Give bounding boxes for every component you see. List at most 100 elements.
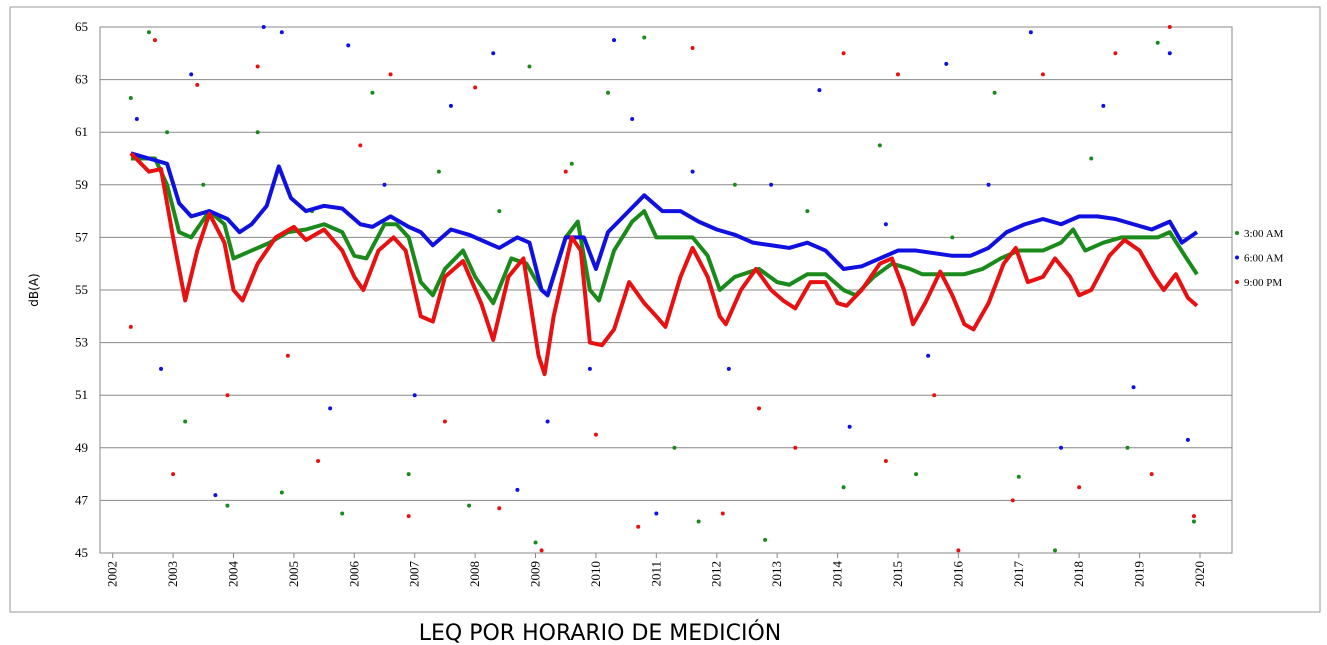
point	[436, 169, 441, 174]
legend-label: 6:00 AM	[1244, 253, 1284, 265]
point	[1167, 51, 1172, 56]
point	[1077, 485, 1082, 490]
point	[563, 169, 568, 174]
trend-line	[130, 151, 1199, 298]
point	[382, 182, 387, 187]
point	[883, 222, 888, 227]
point	[370, 90, 375, 95]
point	[877, 143, 882, 148]
point	[690, 169, 695, 174]
point	[279, 490, 284, 495]
point	[1149, 472, 1154, 477]
point	[388, 72, 393, 77]
point	[593, 432, 598, 437]
point	[497, 506, 502, 511]
point	[527, 64, 532, 69]
legend-marker	[1235, 255, 1239, 260]
point	[279, 30, 284, 35]
point	[763, 537, 768, 542]
point	[1113, 51, 1118, 56]
x-tick-label: 2009	[528, 561, 543, 587]
plot-frame	[99, 26, 1233, 554]
legend-marker	[1235, 280, 1239, 284]
point	[134, 117, 139, 122]
point	[926, 353, 931, 358]
point	[491, 51, 496, 56]
point	[213, 493, 218, 498]
point	[316, 458, 321, 463]
point	[255, 130, 260, 135]
point	[183, 419, 188, 424]
x-tick-label: 2008	[467, 561, 482, 587]
y-tick-label: 55	[75, 282, 88, 297]
x-tick-label: 2018	[1071, 561, 1086, 587]
point	[1191, 514, 1196, 519]
x-tick-label: 2005	[286, 561, 301, 587]
x-tick-label: 2006	[346, 561, 361, 588]
point	[956, 548, 961, 553]
point	[1131, 385, 1136, 390]
point	[255, 64, 260, 69]
point	[636, 524, 641, 529]
x-tick-label: 2012	[709, 561, 724, 587]
point	[539, 548, 544, 553]
y-axis-label: dB(A)	[27, 273, 41, 306]
point	[225, 503, 230, 508]
point	[473, 85, 478, 90]
x-tick-label: 2013	[769, 561, 784, 587]
y-tick-label: 63	[75, 72, 88, 87]
point	[1125, 445, 1130, 450]
point	[672, 445, 677, 450]
point	[533, 540, 538, 545]
legend-label: 9:00 PM	[1244, 277, 1282, 289]
point	[732, 182, 737, 187]
y-tick-label: 53	[75, 335, 88, 350]
point	[569, 161, 574, 166]
point	[883, 458, 888, 463]
point	[165, 130, 170, 135]
point	[159, 366, 164, 371]
point	[944, 61, 949, 66]
point	[1185, 437, 1190, 442]
y-tick-label: 65	[75, 19, 88, 34]
point	[805, 209, 810, 214]
point	[1155, 40, 1160, 45]
point	[497, 209, 502, 214]
point	[793, 445, 798, 450]
point	[128, 96, 133, 101]
point	[406, 514, 411, 519]
point	[406, 472, 411, 477]
x-tick-label: 2020	[1192, 561, 1207, 587]
x-tick-label: 2003	[165, 561, 180, 587]
x-tick-label: 2019	[1132, 561, 1147, 587]
point	[895, 72, 900, 77]
x-tick-label: 2015	[890, 561, 905, 587]
point	[841, 485, 846, 490]
point	[1191, 519, 1196, 524]
legend-label: 3:00 AM	[1244, 228, 1284, 240]
point	[769, 182, 774, 187]
point	[932, 393, 937, 398]
x-tick-label: 2014	[830, 561, 845, 588]
point	[992, 90, 997, 95]
point	[1016, 474, 1021, 479]
point	[146, 30, 151, 35]
point	[201, 182, 206, 187]
point	[1010, 498, 1015, 503]
point	[630, 117, 635, 122]
point	[986, 182, 991, 187]
point	[515, 487, 520, 492]
x-tick-label: 2011	[648, 561, 663, 587]
point	[358, 143, 363, 148]
y-tick-label: 51	[75, 387, 88, 402]
y-tick-label: 59	[75, 177, 88, 192]
point	[171, 472, 176, 477]
point	[847, 424, 852, 429]
point	[412, 393, 417, 398]
point	[841, 51, 846, 56]
point	[606, 90, 611, 95]
point	[696, 519, 701, 524]
x-tick-label: 2016	[950, 561, 965, 588]
point	[1053, 548, 1058, 553]
